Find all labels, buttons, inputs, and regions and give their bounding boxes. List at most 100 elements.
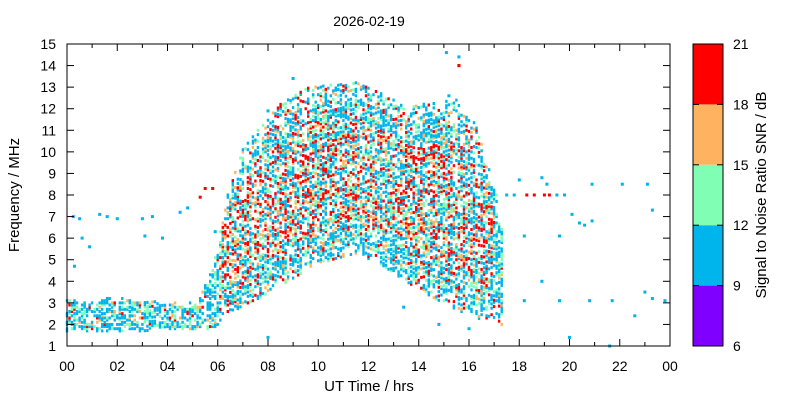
data-point	[367, 119, 370, 123]
data-point	[470, 301, 473, 305]
data-point	[193, 305, 197, 309]
data-point	[405, 150, 408, 154]
data-point	[146, 329, 149, 332]
data-point	[231, 297, 234, 301]
data-point	[377, 188, 380, 192]
data-point	[294, 257, 297, 261]
data-point	[103, 303, 106, 307]
data-point	[394, 199, 398, 203]
data-point	[455, 197, 458, 201]
data-point	[447, 280, 451, 284]
data-point	[289, 191, 292, 195]
data-point	[314, 212, 317, 216]
data-point	[196, 322, 199, 326]
data-point	[302, 123, 305, 127]
data-point	[477, 237, 481, 241]
data-point	[113, 327, 116, 331]
data-point	[284, 253, 287, 256]
data-point	[357, 224, 360, 228]
data-point	[477, 278, 481, 282]
data-point	[457, 196, 461, 200]
data-point	[256, 249, 260, 253]
data-point	[455, 128, 458, 132]
data-point	[445, 99, 448, 103]
data-point	[352, 237, 355, 241]
data-point	[447, 269, 451, 273]
data-point	[379, 146, 383, 149]
data-point	[148, 320, 152, 324]
data-point	[334, 136, 337, 140]
data-point	[445, 203, 448, 207]
data-point	[148, 305, 152, 308]
data-point	[394, 253, 398, 257]
data-point	[317, 123, 320, 127]
data-point	[367, 151, 370, 155]
data-point	[274, 248, 277, 252]
data-point	[427, 245, 430, 249]
data-point	[379, 251, 383, 255]
data-point	[261, 171, 265, 175]
data-point	[183, 322, 187, 326]
data-point	[334, 121, 337, 124]
data-point	[412, 221, 415, 225]
data-point	[352, 192, 355, 195]
data-point	[450, 111, 453, 115]
data-point	[284, 235, 287, 239]
data-point	[264, 228, 267, 231]
data-point	[347, 227, 350, 231]
data-point	[239, 298, 242, 302]
data-point	[231, 183, 234, 187]
data-point	[322, 101, 325, 105]
data-point	[276, 270, 280, 274]
data-point	[329, 217, 332, 221]
data-point	[286, 225, 290, 229]
data-point	[394, 216, 398, 220]
data-point	[372, 201, 375, 204]
data-point	[475, 297, 478, 300]
data-point	[291, 214, 295, 217]
data-point	[324, 256, 327, 260]
data-point	[407, 171, 410, 175]
data-point	[274, 196, 277, 200]
data-point	[332, 257, 335, 261]
data-point	[334, 110, 337, 114]
data-point	[244, 233, 247, 237]
data-point	[286, 160, 290, 164]
data-point	[367, 157, 370, 161]
data-point	[291, 218, 295, 222]
data-point	[302, 218, 305, 222]
data-point	[309, 184, 312, 188]
data-point	[319, 130, 322, 134]
data-point	[342, 190, 345, 194]
data-point	[244, 242, 247, 245]
data-point	[467, 157, 471, 161]
data-point	[279, 133, 282, 137]
data-point	[400, 267, 403, 271]
data-point	[384, 253, 388, 256]
data-point	[372, 175, 375, 179]
data-point	[457, 112, 461, 116]
data-point	[173, 327, 177, 331]
data-point	[435, 280, 438, 284]
data-point	[442, 189, 446, 193]
data-point	[432, 278, 435, 282]
data-point	[291, 261, 295, 265]
data-point	[319, 148, 322, 152]
data-point	[314, 105, 317, 109]
data-point	[442, 161, 446, 165]
data-point	[327, 192, 330, 196]
data-point	[427, 131, 430, 135]
data-point	[467, 145, 471, 148]
data-point	[254, 233, 257, 237]
data-point	[442, 163, 446, 167]
data-point	[319, 137, 322, 141]
data-point	[435, 219, 438, 223]
data-point	[477, 142, 481, 146]
data-point	[279, 208, 282, 212]
data-point	[384, 205, 388, 209]
data-point	[332, 149, 335, 153]
data-point	[372, 205, 375, 209]
data-point	[372, 196, 375, 200]
data-point	[420, 215, 423, 219]
data-point	[470, 130, 473, 134]
